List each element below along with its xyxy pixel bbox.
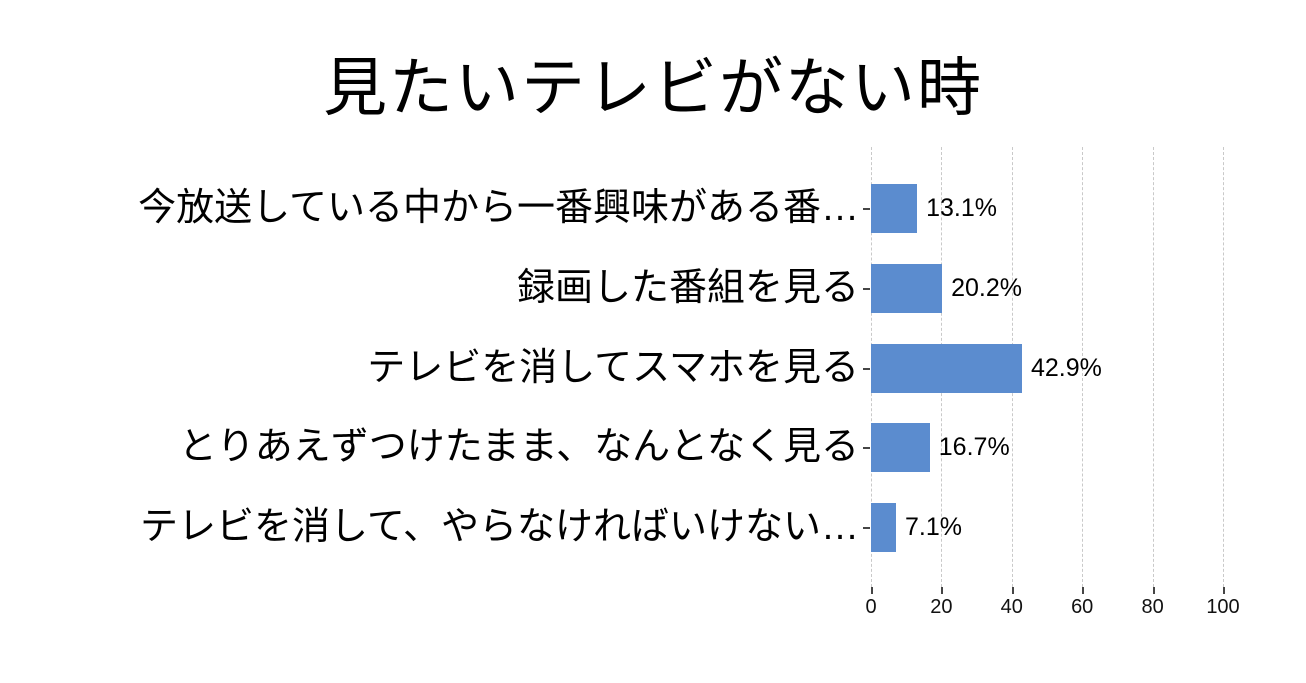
gridline <box>1082 147 1084 587</box>
category-label: テレビを消してスマホを見る <box>367 346 859 389</box>
bar <box>871 263 943 313</box>
x-axis-tick-label: 80 <box>1141 596 1164 618</box>
gridline <box>1223 147 1224 587</box>
x-axis-tick-label: 0 <box>865 596 877 618</box>
x-axis-tick-label: 40 <box>1000 596 1023 618</box>
value-label: 16.7% <box>938 432 1010 461</box>
x-axis-tick-label: 60 <box>1071 596 1094 618</box>
gridline <box>1152 147 1154 587</box>
y-axis-tick <box>863 527 870 529</box>
value-label: 42.9% <box>1031 353 1102 382</box>
x-axis-tick <box>1223 587 1225 594</box>
x-axis-tick <box>941 587 944 594</box>
y-axis-tick <box>863 208 870 210</box>
bar <box>871 183 918 233</box>
x-axis-tick <box>871 587 873 594</box>
category-label: 録画した番組を見る <box>516 266 859 309</box>
chart-title: 見たいテレビがない時 <box>323 52 983 124</box>
category-label: テレビを消して、やらなければいけない… <box>140 505 859 548</box>
bar <box>871 422 930 472</box>
x-axis-tick-label: 20 <box>930 596 953 618</box>
category-label: 今放送している中から一番興味がある番… <box>138 186 859 229</box>
value-label: 20.2% <box>951 273 1022 302</box>
x-axis-tick <box>1152 587 1155 594</box>
x-axis-tick <box>1011 587 1014 594</box>
x-axis-tick-label: 100 <box>1206 596 1240 618</box>
category-label: とりあえずつけたまま、なんとなく見る <box>178 425 859 468</box>
bar <box>871 502 896 552</box>
y-axis-tick <box>863 288 870 290</box>
value-label: 13.1% <box>926 193 997 222</box>
y-axis-tick <box>863 368 870 370</box>
y-axis-tick <box>863 447 870 449</box>
x-axis-tick <box>1082 587 1085 594</box>
value-label: 7.1% <box>904 512 962 541</box>
bar <box>871 343 1022 393</box>
